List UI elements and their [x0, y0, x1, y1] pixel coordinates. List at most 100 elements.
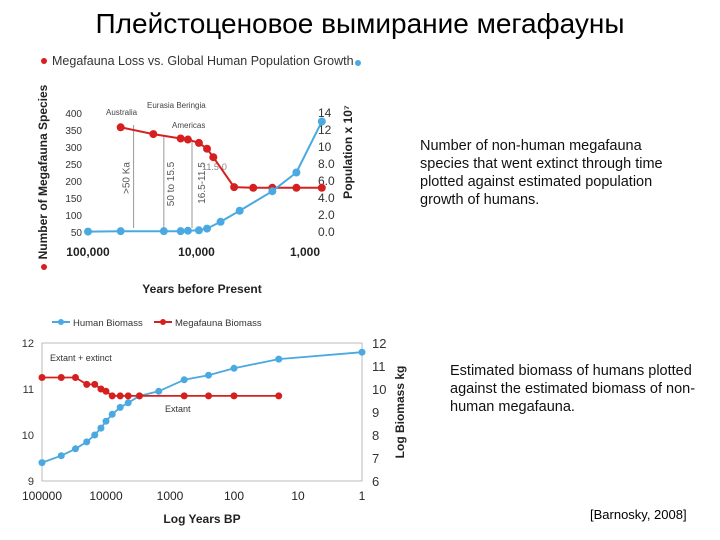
chart2-ytick-left: 9: [28, 476, 34, 488]
chart1-point-megafauna: [149, 130, 158, 139]
chart2-point-megafauna: [57, 374, 65, 381]
chart1-point-megafauna: [230, 183, 239, 192]
chart1-ytick-left: 400: [65, 109, 82, 120]
chart1-point-human: [292, 168, 301, 177]
chart1-point-human: [194, 226, 203, 235]
chart2-point-megafauna: [180, 392, 188, 400]
chart2-point-megafauna: [83, 380, 91, 388]
chart2-point-megafauna: [124, 392, 132, 400]
chart2-legend-marker-human: [58, 319, 64, 325]
chart2-annotation: Extant + extinct: [50, 353, 112, 363]
chart2-point-megafauna: [205, 392, 213, 400]
chart2-point-human: [275, 355, 283, 363]
chart1-ytick-left: 250: [65, 160, 82, 171]
chart2-legend-megafauna: Megafauna Biomass: [175, 318, 262, 329]
chart1-title-bullet-left: [41, 58, 47, 64]
chart1-ytick-right: 12: [318, 123, 332, 137]
chart2-point-human: [124, 399, 132, 407]
chart2-point-human: [180, 376, 188, 384]
chart1-ytick-left: 350: [65, 126, 82, 137]
chart1-point-megafauna: [176, 134, 185, 143]
chart2-point-megafauna: [230, 392, 238, 400]
chart2-point-human: [205, 371, 213, 379]
chart2-point-human: [102, 417, 110, 425]
chart2-ytick-right: 8: [372, 428, 379, 443]
chart1-point-human: [268, 187, 277, 196]
chart1-series-line-human: [87, 121, 323, 233]
chart1-period-label: 50 to 15.5: [166, 161, 177, 206]
chart2-point-human: [108, 410, 116, 418]
chart2-ytick-left: 12: [22, 338, 34, 350]
citation: [Barnosky, 2008]: [590, 507, 687, 522]
chart1-ylabel-right: Population x 10⁷: [341, 105, 355, 199]
chart2-point-megafauna: [71, 374, 79, 381]
chart1-period-label: 11.5-0: [202, 162, 227, 172]
chart1-point-megafauna: [194, 138, 203, 147]
chart1-point-megafauna: [203, 144, 212, 153]
chart2-series-line-human: [41, 351, 363, 464]
chart2-legend-marker-megafauna: [160, 319, 166, 325]
chart2-point-megafauna: [116, 392, 124, 400]
chart2-point-megafauna: [102, 387, 110, 395]
chart1-point-human: [116, 227, 125, 236]
chart1-xlabel: Years before Present: [142, 282, 261, 296]
chart1-region-label: Australia: [106, 108, 138, 117]
chart1-period-label: >50 Ka: [122, 162, 133, 194]
chart1-ytick-left: 100: [65, 211, 82, 222]
chart1-xtick: 1,000: [290, 245, 320, 259]
chart2-ytick-right: 7: [372, 451, 379, 466]
chart2-ytick-right: 11: [372, 359, 386, 374]
chart2-ytick-left: 11: [23, 384, 34, 396]
chart1-ytick-right: 2.0: [318, 208, 335, 222]
chart1-footer-bullet: [41, 264, 47, 270]
chart2-ytick-right: 6: [372, 474, 379, 489]
chart1-title: Megafauna Loss vs. Global Human Populati…: [52, 54, 354, 68]
chart2-point-human: [230, 364, 238, 372]
chart2-point-human: [116, 403, 124, 411]
chart2-ytick-right: 10: [372, 382, 386, 397]
chart1-region-label: Americas: [172, 121, 205, 130]
chart1-ytick-left: 300: [65, 143, 82, 154]
chart2-ytick-left: 10: [22, 430, 34, 442]
chart2-point-human: [38, 459, 46, 467]
chart1-point-megafauna: [183, 135, 192, 144]
chart1-point-human: [183, 226, 192, 235]
chart2-point-human: [57, 452, 65, 460]
chart2-point-human: [358, 348, 366, 356]
chart1-point-human: [176, 227, 185, 236]
chart1-ytick-right: 4.0: [318, 191, 335, 205]
caption-extinction: Number of non-human megafauna species th…: [420, 138, 663, 208]
chart2-point-human: [83, 438, 91, 446]
chart2-point-megafauna: [275, 392, 283, 400]
chart1-ytick-left: 50: [71, 228, 83, 239]
chart1-title-bullet-right: [355, 60, 361, 66]
chart1-point-human: [216, 217, 225, 226]
chart2-ytick-right: 9: [372, 405, 379, 420]
chart1-point-megafauna: [116, 123, 125, 132]
chart2-xtick: 1000: [157, 489, 184, 503]
chart1-ytick-right: 10: [318, 140, 332, 154]
chart1-point-human: [203, 224, 212, 233]
chart2-xtick: 1: [359, 489, 366, 503]
chart1-ylabel-left: Number of Megafauna Species: [36, 84, 50, 259]
chart1-ytick-left: 150: [65, 194, 82, 205]
chart2-legend-human: Human Biomass: [73, 318, 143, 329]
chart2-point-megafauna: [135, 392, 143, 400]
chart2-point-human: [155, 387, 163, 395]
chart1-ytick-left: 200: [65, 177, 82, 188]
chart1-point-human: [84, 227, 92, 236]
chart1-region-label: Eurasia Beringia: [147, 101, 206, 110]
chart2-xlabel: Log Years BP: [163, 512, 240, 526]
chart1-ytick-right: 0.0: [318, 225, 335, 239]
chart1-point-human: [317, 117, 326, 126]
chart1-ytick-right: 8.0: [318, 157, 335, 171]
chart2-annotation: Extant: [165, 404, 191, 414]
chart2-xtick: 10000: [89, 489, 123, 503]
chart1-period-label: 16.5-11.5: [197, 162, 208, 204]
chart2-xtick: 10: [291, 489, 305, 503]
slide-title: Плейстоценовое вымирание мегафауны: [95, 8, 625, 39]
chart2-point-human: [91, 431, 99, 439]
chart2-plot-frame: [41, 342, 363, 482]
chart2-ylabel-right: Log Biomass kg: [393, 366, 407, 459]
